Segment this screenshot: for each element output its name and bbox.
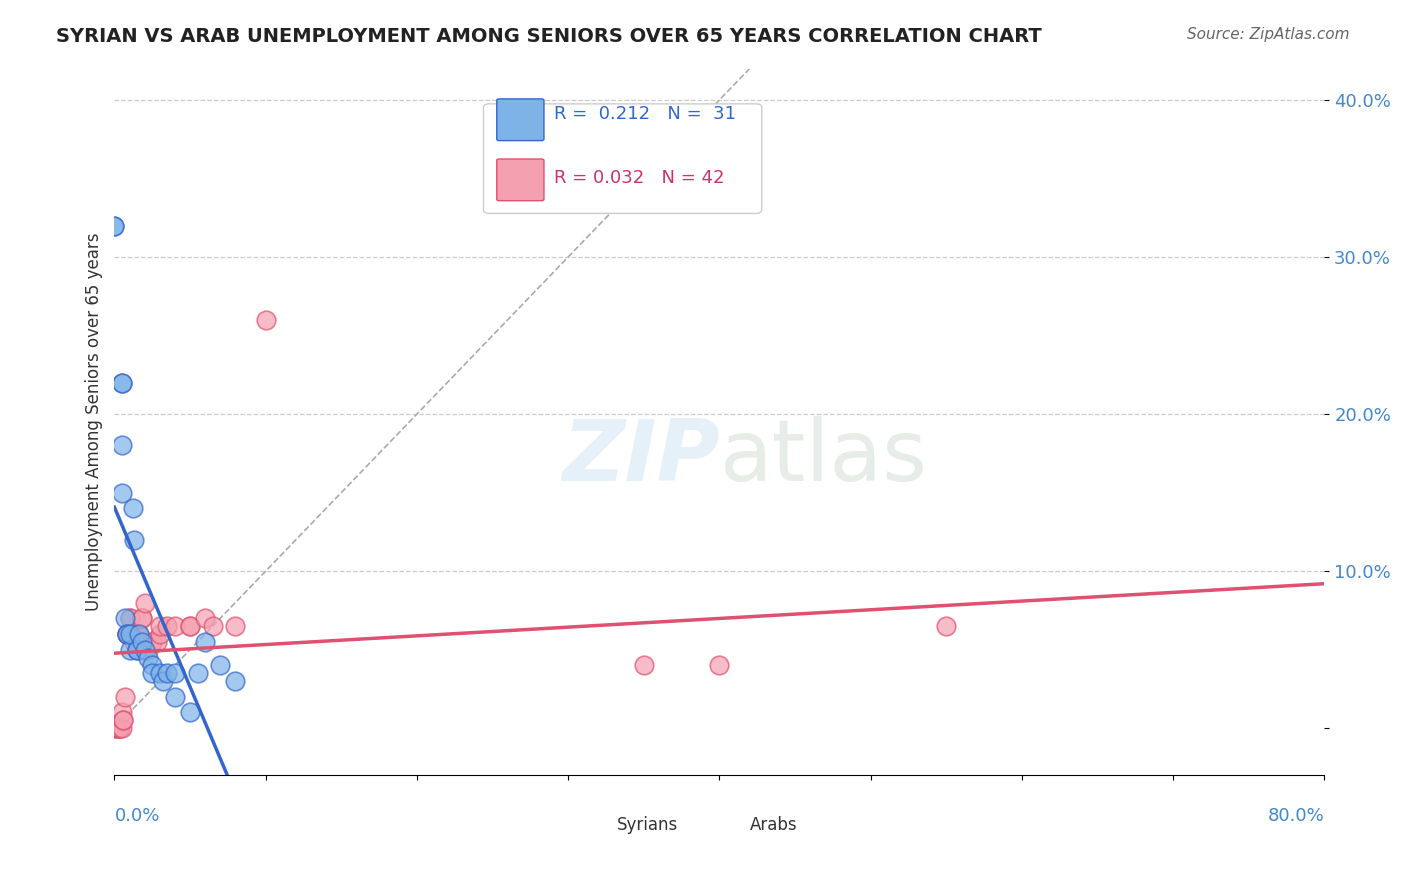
Point [134, 596, 156, 610]
Y-axis label: Unemployment Among Seniors over 65 years: Unemployment Among Seniors over 65 years [86, 233, 103, 611]
Text: Arabs: Arabs [749, 816, 797, 834]
Text: R =  0.212   N =  31: R = 0.212 N = 31 [554, 105, 735, 123]
Point [141, 635, 163, 649]
Point [136, 650, 159, 665]
Point [112, 714, 135, 728]
Text: R = 0.032   N = 42: R = 0.032 N = 42 [554, 169, 724, 187]
Point [194, 611, 217, 625]
Point [134, 642, 156, 657]
Point [128, 627, 150, 641]
Point [115, 627, 138, 641]
Point [122, 635, 145, 649]
Point [163, 619, 186, 633]
FancyBboxPatch shape [496, 159, 544, 201]
Point [131, 611, 153, 625]
FancyBboxPatch shape [484, 103, 762, 213]
Point [141, 658, 163, 673]
Point [110, 721, 132, 735]
Point [224, 619, 246, 633]
Point [127, 627, 149, 641]
Point [149, 666, 172, 681]
Point [179, 619, 201, 633]
Point [118, 611, 141, 625]
Text: SYRIAN VS ARAB UNEMPLOYMENT AMONG SENIORS OVER 65 YEARS CORRELATION CHART: SYRIAN VS ARAB UNEMPLOYMENT AMONG SENIOR… [56, 27, 1042, 45]
Point [935, 619, 957, 633]
Point [187, 666, 209, 681]
Point [117, 627, 139, 641]
Text: 80.0%: 80.0% [1268, 807, 1324, 825]
Point [112, 714, 135, 728]
Point [114, 690, 136, 704]
Point [111, 485, 134, 500]
Point [121, 627, 143, 641]
Point [103, 721, 125, 735]
Point [194, 635, 217, 649]
Point [224, 674, 246, 689]
Point [136, 642, 159, 657]
Point [118, 642, 141, 657]
Point [156, 619, 179, 633]
Point [163, 666, 186, 681]
Point [179, 619, 201, 633]
Point [111, 706, 134, 720]
Point [179, 706, 201, 720]
Point [163, 690, 186, 704]
Point [111, 376, 134, 390]
Point [111, 376, 134, 390]
Point [131, 635, 153, 649]
Point [156, 666, 179, 681]
Point [149, 627, 172, 641]
Point [141, 666, 163, 681]
Point [129, 642, 152, 657]
Point [114, 611, 136, 625]
Text: atlas: atlas [720, 416, 928, 499]
Point [131, 611, 153, 625]
Point [103, 721, 125, 735]
Point [254, 313, 277, 327]
Point [122, 533, 145, 547]
Point [115, 627, 138, 641]
Text: Syrians: Syrians [617, 816, 678, 834]
Point [108, 721, 131, 735]
Point [111, 438, 134, 452]
Point [103, 219, 125, 233]
FancyBboxPatch shape [704, 814, 744, 837]
Text: 0.0%: 0.0% [114, 807, 160, 825]
Point [115, 627, 138, 641]
FancyBboxPatch shape [572, 814, 610, 837]
Point [201, 619, 224, 633]
Point [127, 642, 149, 657]
Text: Source: ZipAtlas.com: Source: ZipAtlas.com [1187, 27, 1350, 42]
Point [209, 658, 232, 673]
Point [128, 627, 150, 641]
Point [152, 674, 174, 689]
Point [709, 658, 731, 673]
Text: ZIP: ZIP [562, 416, 720, 499]
Point [118, 611, 141, 625]
FancyBboxPatch shape [496, 99, 544, 141]
Point [121, 501, 143, 516]
Point [145, 635, 167, 649]
Point [107, 721, 129, 735]
Point [118, 627, 141, 641]
Point [141, 635, 163, 649]
Point [108, 721, 131, 735]
Point [127, 642, 149, 657]
Point [111, 721, 134, 735]
Point [149, 619, 172, 633]
Point [127, 635, 149, 649]
Point [103, 219, 125, 233]
Point [633, 658, 655, 673]
Point [115, 627, 138, 641]
